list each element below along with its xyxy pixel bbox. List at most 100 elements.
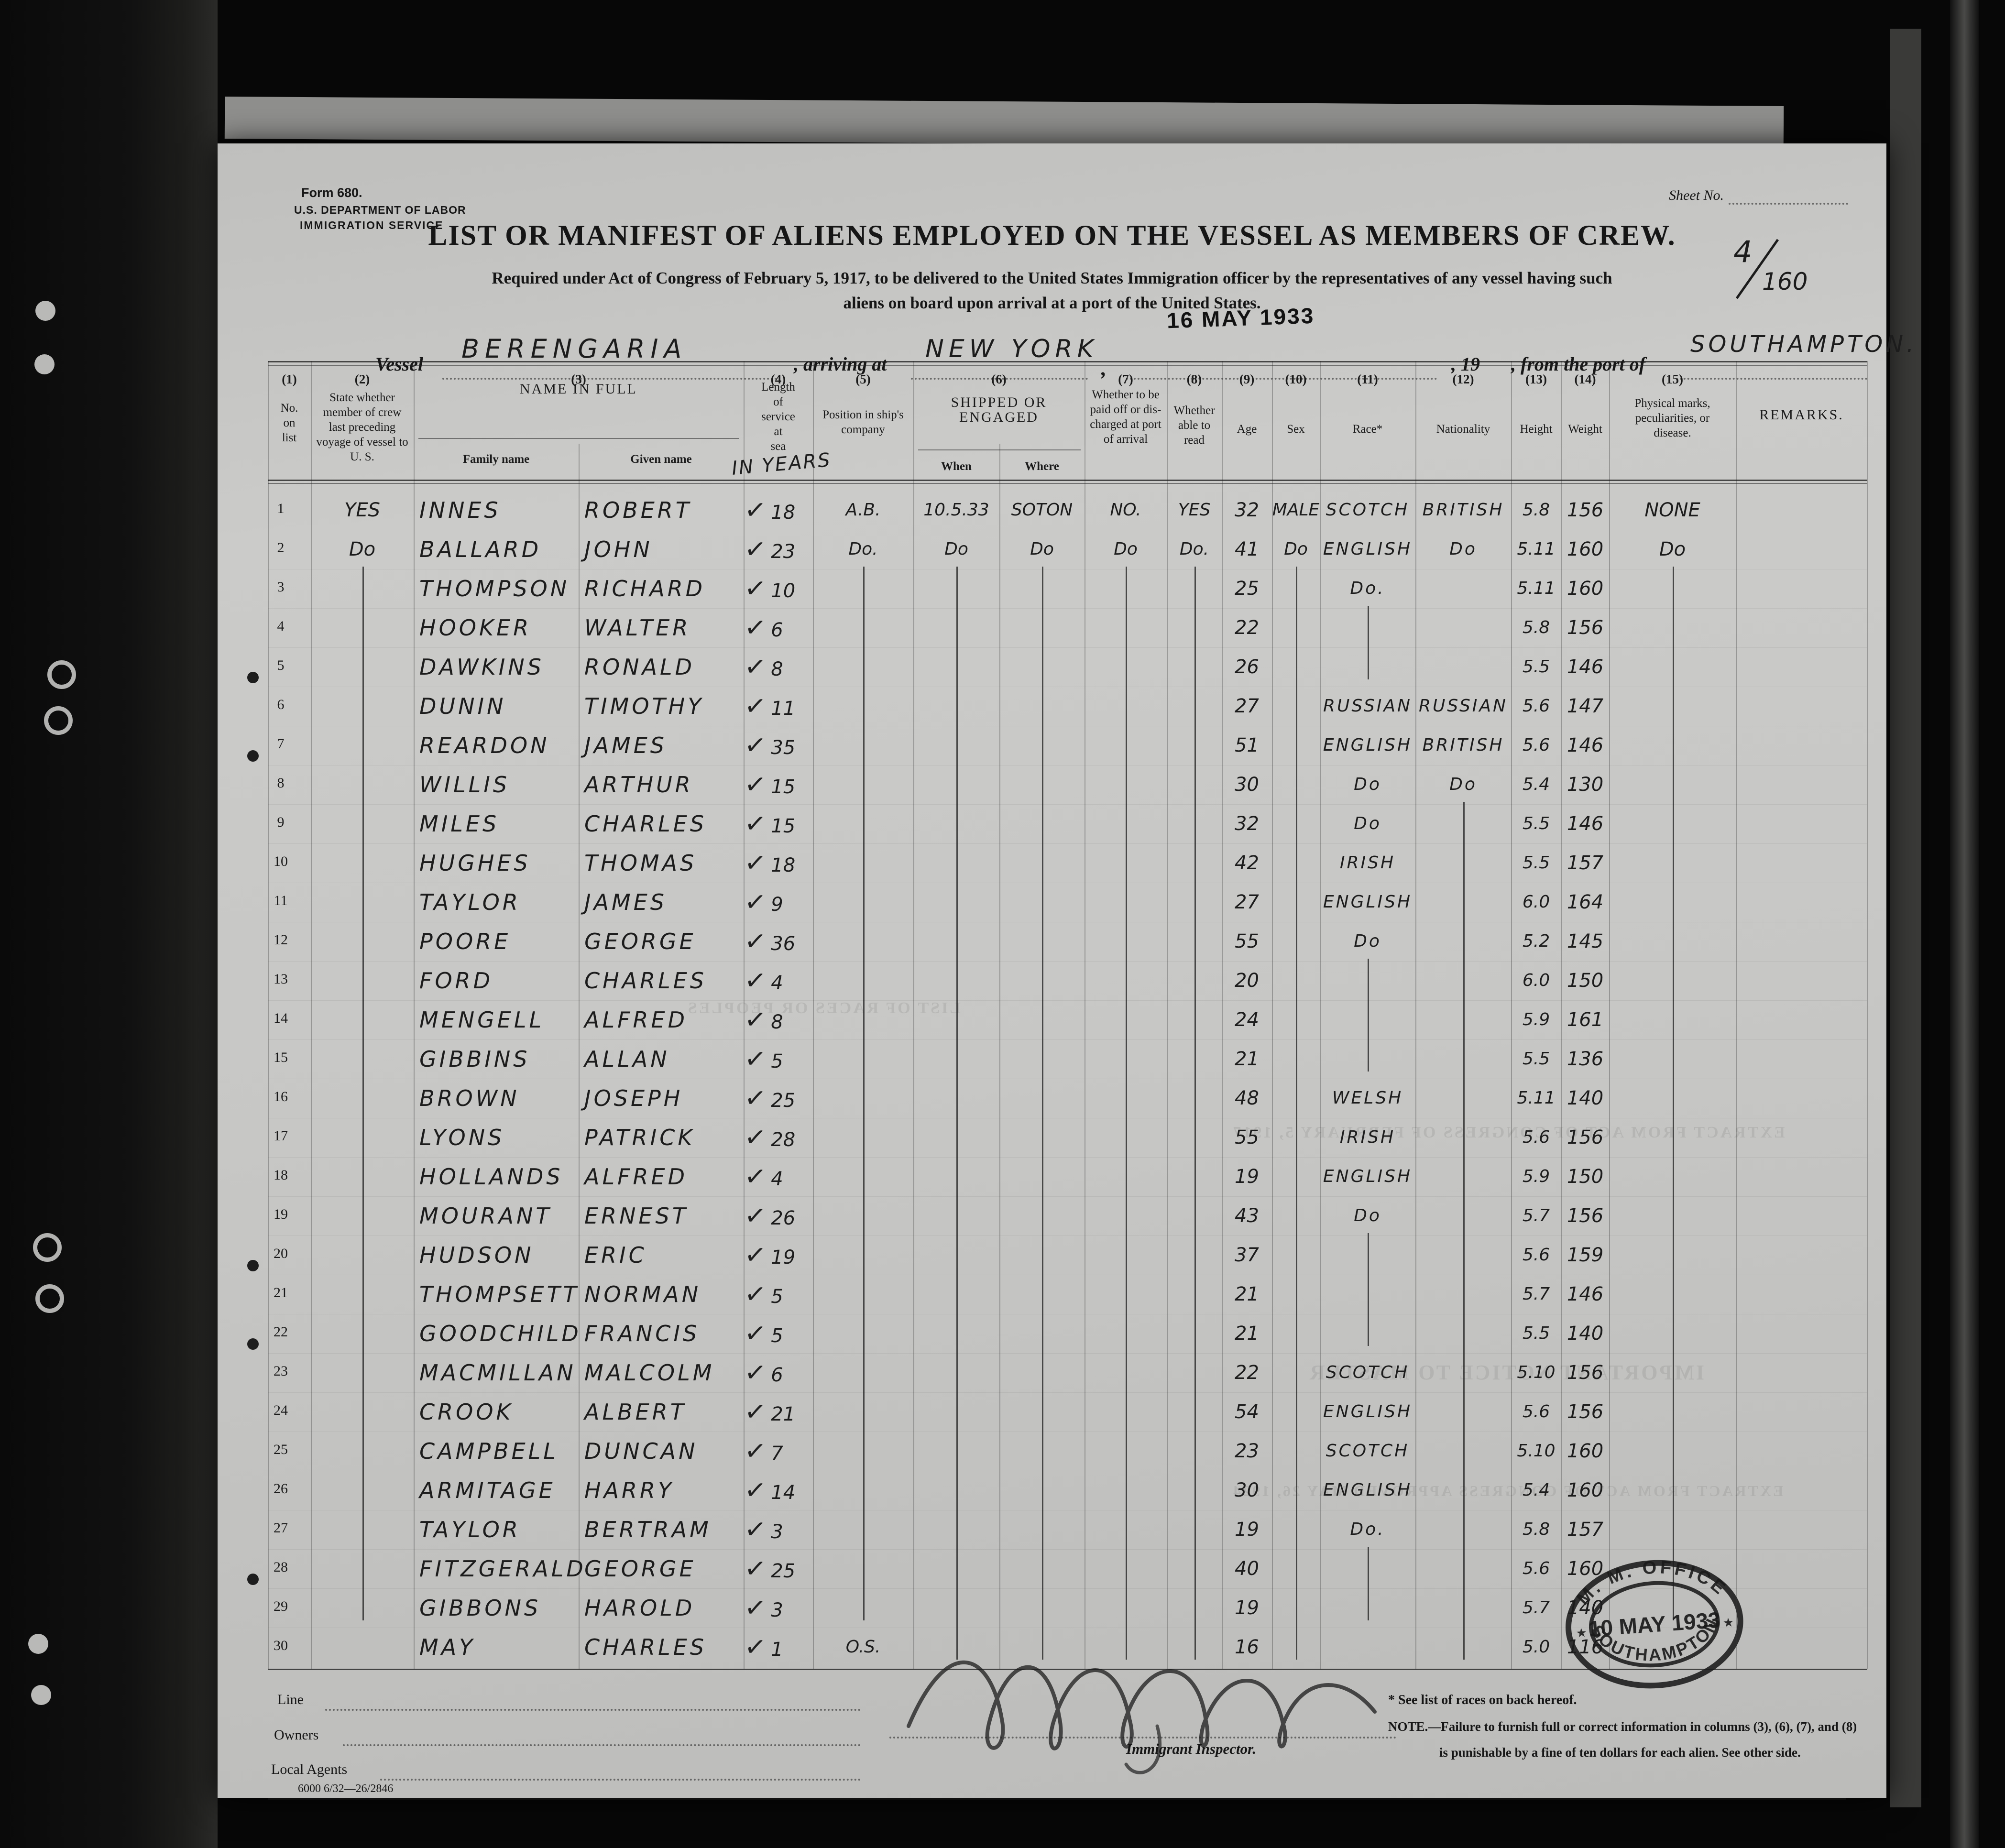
column-header-c3: NAME IN FULL — [520, 381, 637, 397]
binder-hole — [35, 301, 55, 321]
cell-family: GIBBONS — [419, 1595, 541, 1621]
cell-race: Do — [1354, 1206, 1381, 1225]
cell-age: 41 — [1235, 538, 1259, 560]
service-checkmark: ✓ — [743, 1238, 768, 1271]
binder-hole — [28, 1634, 48, 1654]
cell-nat: BRITISH — [1422, 735, 1504, 755]
cell-age: 55 — [1235, 1126, 1259, 1148]
row-number: 2 — [277, 540, 285, 556]
service-checkmark: ✓ — [743, 1630, 768, 1663]
binder-hole — [35, 1284, 64, 1313]
cell-years: ✓ 8 — [743, 1004, 783, 1036]
cell-weight: 140 — [1567, 1087, 1604, 1109]
cell-years: ✓ 19 — [743, 1238, 795, 1271]
cell-weight: 147 — [1567, 695, 1604, 717]
cell-age: 21 — [1235, 1048, 1259, 1070]
ditto-continuation-line — [1672, 567, 1674, 1620]
punch-dot — [247, 1338, 259, 1350]
cell-years: ✓ 6 — [743, 612, 783, 644]
row-number: 13 — [274, 971, 288, 987]
cell-given: ERIC — [584, 1242, 647, 1268]
cell-height: 5.6 — [1522, 1245, 1550, 1265]
column-header-c15: Physical marks, peculiarities, or diseas… — [1634, 397, 1710, 439]
from-port-label: , from the port of — [1511, 353, 1646, 375]
subcolumn-header-c3a: Family name — [462, 453, 530, 466]
cell-given: JAMES — [584, 889, 667, 915]
cell-position: A.B. — [845, 500, 881, 520]
service-checkmark: ✓ — [743, 1356, 768, 1389]
cell-height: 5.11 — [1517, 539, 1556, 559]
comma-separator: , — [1101, 357, 1107, 380]
cell-given: WALTER — [584, 615, 691, 641]
column-header-c14: Weight — [1568, 423, 1602, 436]
cell-height: 5.5 — [1522, 657, 1550, 677]
cell-age: 21 — [1235, 1283, 1259, 1305]
table-column-rule — [1561, 361, 1562, 1669]
row-number: 23 — [274, 1363, 288, 1379]
cell-weight: 160 — [1567, 1558, 1604, 1580]
cell-family: HUGHES — [419, 850, 531, 876]
service-checkmark: ✓ — [743, 1474, 768, 1507]
cell-given: CHARLES — [584, 1634, 707, 1660]
cell-when: Do — [944, 539, 968, 559]
cell-family: TAYLOR — [419, 1517, 521, 1542]
cell-given: JOHN — [584, 536, 653, 562]
cell-nat: Do — [1449, 775, 1477, 794]
cell-age: 19 — [1235, 1519, 1259, 1541]
cell-height: 5.6 — [1522, 735, 1550, 755]
departure-dotted-line — [1676, 378, 1867, 380]
table-top-rule-2 — [268, 365, 1867, 366]
table-column-rule — [414, 361, 415, 1669]
cell-position: Do. — [848, 539, 878, 559]
row-guide-line — [268, 1588, 1867, 1589]
column-number-c11: (11) — [1357, 372, 1378, 386]
cell-age: 24 — [1235, 1009, 1259, 1031]
cell-age: 27 — [1235, 891, 1259, 913]
service-checkmark: ✓ — [743, 1278, 768, 1311]
cell-race: Do — [1354, 814, 1381, 833]
cell-years: ✓ 15 — [743, 768, 795, 801]
cell-family: MOURANT — [419, 1203, 552, 1229]
cell-weight: 136 — [1567, 1048, 1604, 1070]
cell-family: DAWKINS — [419, 654, 544, 680]
column-header-c1: No. on list — [280, 402, 298, 444]
service-checkmark: ✓ — [743, 689, 768, 722]
cell-given: BERTRAM — [584, 1517, 712, 1542]
cell-years: ✓ 8 — [743, 651, 783, 683]
sheet-no-label: Sheet No. — [1669, 187, 1724, 203]
cell-height: 5.6 — [1522, 1402, 1550, 1422]
cell-race: ENGLISH — [1323, 539, 1413, 559]
subtitle-line1: Required under Act of Congress of Februa… — [492, 269, 1612, 287]
cell-given: ALFRED — [584, 1164, 688, 1190]
cell-age: 20 — [1235, 970, 1259, 992]
table-column-rule — [1736, 361, 1737, 1669]
ditto-continuation-line — [1368, 1233, 1369, 1346]
cell-given: GEORGE — [584, 1556, 696, 1582]
cell-years: ✓ 6 — [743, 1356, 783, 1389]
cell-years: ✓ 5 — [743, 1278, 783, 1311]
page-title: LIST OR MANIFEST OF ALIENS EMPLOYED ON T… — [428, 219, 1676, 251]
cell-given: CHARLES — [584, 968, 707, 994]
cell-height: 5.5 — [1522, 853, 1550, 873]
cell-race: Do — [1354, 775, 1381, 794]
row-number: 26 — [274, 1481, 288, 1497]
ditto-continuation-line — [1368, 606, 1369, 679]
binder-hole — [31, 1685, 51, 1705]
row-number: 24 — [274, 1402, 288, 1418]
cell-weight: 160 — [1567, 1479, 1604, 1501]
row-guide-line — [268, 647, 1867, 648]
port-office-stamp: M. M. OFFICE SOUTHAMPTON 10 MAY 1933 ★ ★ — [1556, 1550, 1752, 1701]
left-binder-strip — [0, 0, 218, 1848]
column-header-c12: Nationality — [1436, 423, 1490, 436]
svg-text:★: ★ — [1722, 1615, 1734, 1630]
vessel-name-handwritten: BERENGARIA — [461, 334, 688, 364]
service-checkmark: ✓ — [743, 1317, 768, 1350]
subtitle-line2: aliens on board upon arrival at a port o… — [843, 294, 1261, 312]
binder-hole — [34, 354, 55, 374]
cell-prev: YES — [344, 499, 381, 521]
cell-weight: 160 — [1567, 1440, 1604, 1462]
column-number-c1: (1) — [282, 372, 297, 386]
cell-given: HAROLD — [584, 1595, 695, 1621]
service-checkmark: ✓ — [743, 1121, 768, 1154]
row-number: 21 — [274, 1285, 288, 1301]
